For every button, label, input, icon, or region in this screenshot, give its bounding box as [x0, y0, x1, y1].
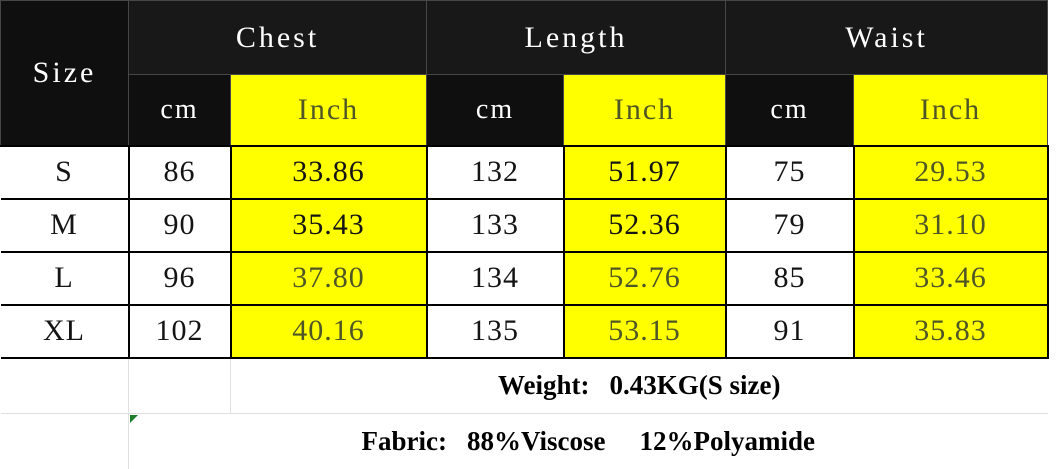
green-corner-marker-icon — [130, 415, 138, 423]
cell-l-length-inch: 52.76 — [562, 250, 727, 306]
fabric-value-viscose: 88%Viscose — [467, 425, 606, 456]
chest-inch-unit-header: Inch — [230, 74, 427, 146]
weight-row-empty-cell-2 — [128, 357, 231, 414]
waist-cm-unit-header: cm — [725, 74, 855, 146]
table-row-xl: XL 102 40.16 135 53.15 91 35.83 — [0, 303, 1049, 359]
weight-label: Weight: — [498, 370, 590, 401]
cell-m-chest-inch: 35.43 — [229, 197, 428, 253]
cell-xl-length-inch: 53.15 — [562, 303, 727, 359]
cell-xl-chest-cm: 102 — [127, 303, 232, 359]
size-label-s: S — [0, 144, 130, 200]
length-inch-unit-header: Inch — [562, 74, 727, 146]
size-label-m: M — [0, 197, 130, 253]
cell-l-waist-cm: 85 — [724, 250, 855, 306]
weight-info: Weight: 0.43KG(S size) — [230, 357, 1048, 414]
cell-m-waist-cm: 79 — [724, 197, 855, 253]
table-row-s: S 86 33.86 132 51.97 75 29.53 — [0, 144, 1049, 200]
cell-s-length-cm: 132 — [425, 144, 565, 200]
cell-s-waist-inch: 29.53 — [852, 144, 1049, 200]
weight-row: Weight: 0.43KG(S size) — [0, 357, 1048, 414]
size-label-xl: XL — [0, 303, 130, 359]
cell-m-length-cm: 133 — [425, 197, 565, 253]
cell-s-chest-cm: 86 — [127, 144, 232, 200]
table-row-m: M 90 35.43 133 52.36 79 31.10 — [0, 197, 1049, 253]
table-row-l: L 96 37.80 134 52.76 85 33.46 — [0, 250, 1049, 306]
fabric-row: Fabric: 88%Viscose 12%Polyamide — [0, 413, 1048, 469]
fabric-row-empty-cell — [0, 413, 129, 469]
cell-l-waist-inch: 33.46 — [852, 250, 1049, 306]
weight-row-empty-cell-1 — [0, 357, 129, 414]
length-group-header: Length — [425, 0, 727, 75]
cell-xl-chest-inch: 40.16 — [229, 303, 428, 359]
cell-s-length-inch: 51.97 — [562, 144, 727, 200]
cell-s-waist-cm: 75 — [724, 144, 855, 200]
fabric-info: Fabric: 88%Viscose 12%Polyamide — [128, 413, 1048, 469]
cell-s-chest-inch: 33.86 — [229, 144, 428, 200]
waist-group-header: Waist — [725, 0, 1049, 75]
cell-m-chest-cm: 90 — [127, 197, 232, 253]
unit-header-row: cm Inch cm Inch cm Inch — [1, 74, 1049, 146]
waist-inch-unit-header: Inch — [853, 74, 1049, 146]
cell-xl-waist-inch: 35.83 — [852, 303, 1049, 359]
size-column-header: Size — [0, 0, 129, 146]
cell-m-waist-inch: 31.10 — [852, 197, 1049, 253]
cell-l-chest-inch: 37.80 — [229, 250, 428, 306]
chest-group-header: Chest — [128, 0, 427, 75]
cell-xl-waist-cm: 91 — [724, 303, 855, 359]
group-header-row: Size Chest Length Waist — [0, 0, 1049, 146]
length-cm-unit-header: cm — [426, 74, 564, 146]
cell-xl-length-cm: 135 — [425, 303, 565, 359]
size-label-l: L — [0, 250, 130, 306]
cell-l-chest-cm: 96 — [127, 250, 232, 306]
cell-l-length-cm: 134 — [425, 250, 565, 306]
chest-cm-unit-header: cm — [128, 74, 231, 146]
weight-value: 0.43KG(S size) — [609, 370, 781, 401]
fabric-label: Fabric: — [361, 425, 448, 456]
cell-m-length-inch: 52.36 — [562, 197, 727, 253]
fabric-value-polyamide: 12%Polyamide — [639, 425, 816, 456]
